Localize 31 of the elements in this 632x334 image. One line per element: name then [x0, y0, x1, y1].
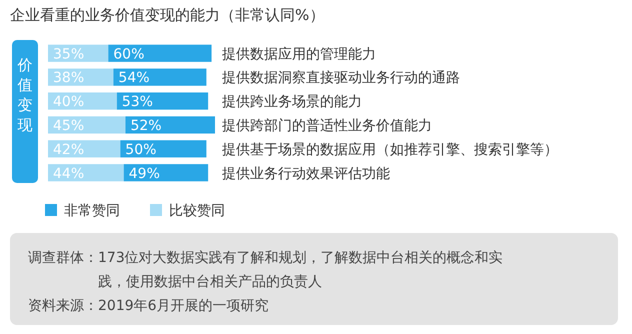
data-label: 50% [125, 142, 156, 158]
y-tick-label: 提供基于场景的数据应用（如推荐引擎、搜索引擎等） [222, 142, 558, 158]
data-label: 42% [53, 142, 84, 158]
bar [48, 164, 124, 182]
y-tick-label: 提供跨部门的普适性业务价值能力 [222, 116, 432, 134]
bar [113, 68, 206, 86]
data-label: 60% [113, 46, 144, 62]
data-label: 49% [128, 166, 160, 182]
data-label: 40% [53, 94, 84, 110]
data-label: 52% [130, 118, 162, 134]
chart-title: 企业看重的业务价值变现的能力（非常认同%） [10, 6, 324, 24]
bar [124, 164, 208, 182]
text: 资料来源：2019年6月开展的一项研究 [28, 298, 269, 314]
data-label: 35% [53, 46, 84, 62]
data-label: 53% [122, 94, 153, 110]
y-tick-label: 提供跨业务场景的能力 [222, 94, 362, 110]
text: 价值变现 [16, 56, 32, 134]
y-tick-label: 提供数据洞察直接驱动业务行动的通路 [222, 70, 460, 86]
data-label: 38% [53, 70, 84, 86]
bar [48, 140, 120, 158]
bar [125, 116, 215, 134]
data-label: 44% [53, 166, 84, 182]
y-tick-label: 提供数据应用的管理能力 [222, 46, 376, 62]
data-label: 45% [53, 118, 84, 134]
bar [108, 44, 212, 62]
text: 调查群体：173位对大数据实践有了解和规划，了解数据中台相关的概念和实践，使用数据中台相关产品的负责人 [28, 250, 503, 290]
legend-label: 比较赞同 [169, 203, 225, 220]
bar [120, 140, 206, 158]
data-label: 54% [118, 70, 150, 86]
legend-label: 非常赞同 [64, 203, 120, 220]
y-tick-label: 提供业务行动效果评估功能 [222, 166, 390, 182]
